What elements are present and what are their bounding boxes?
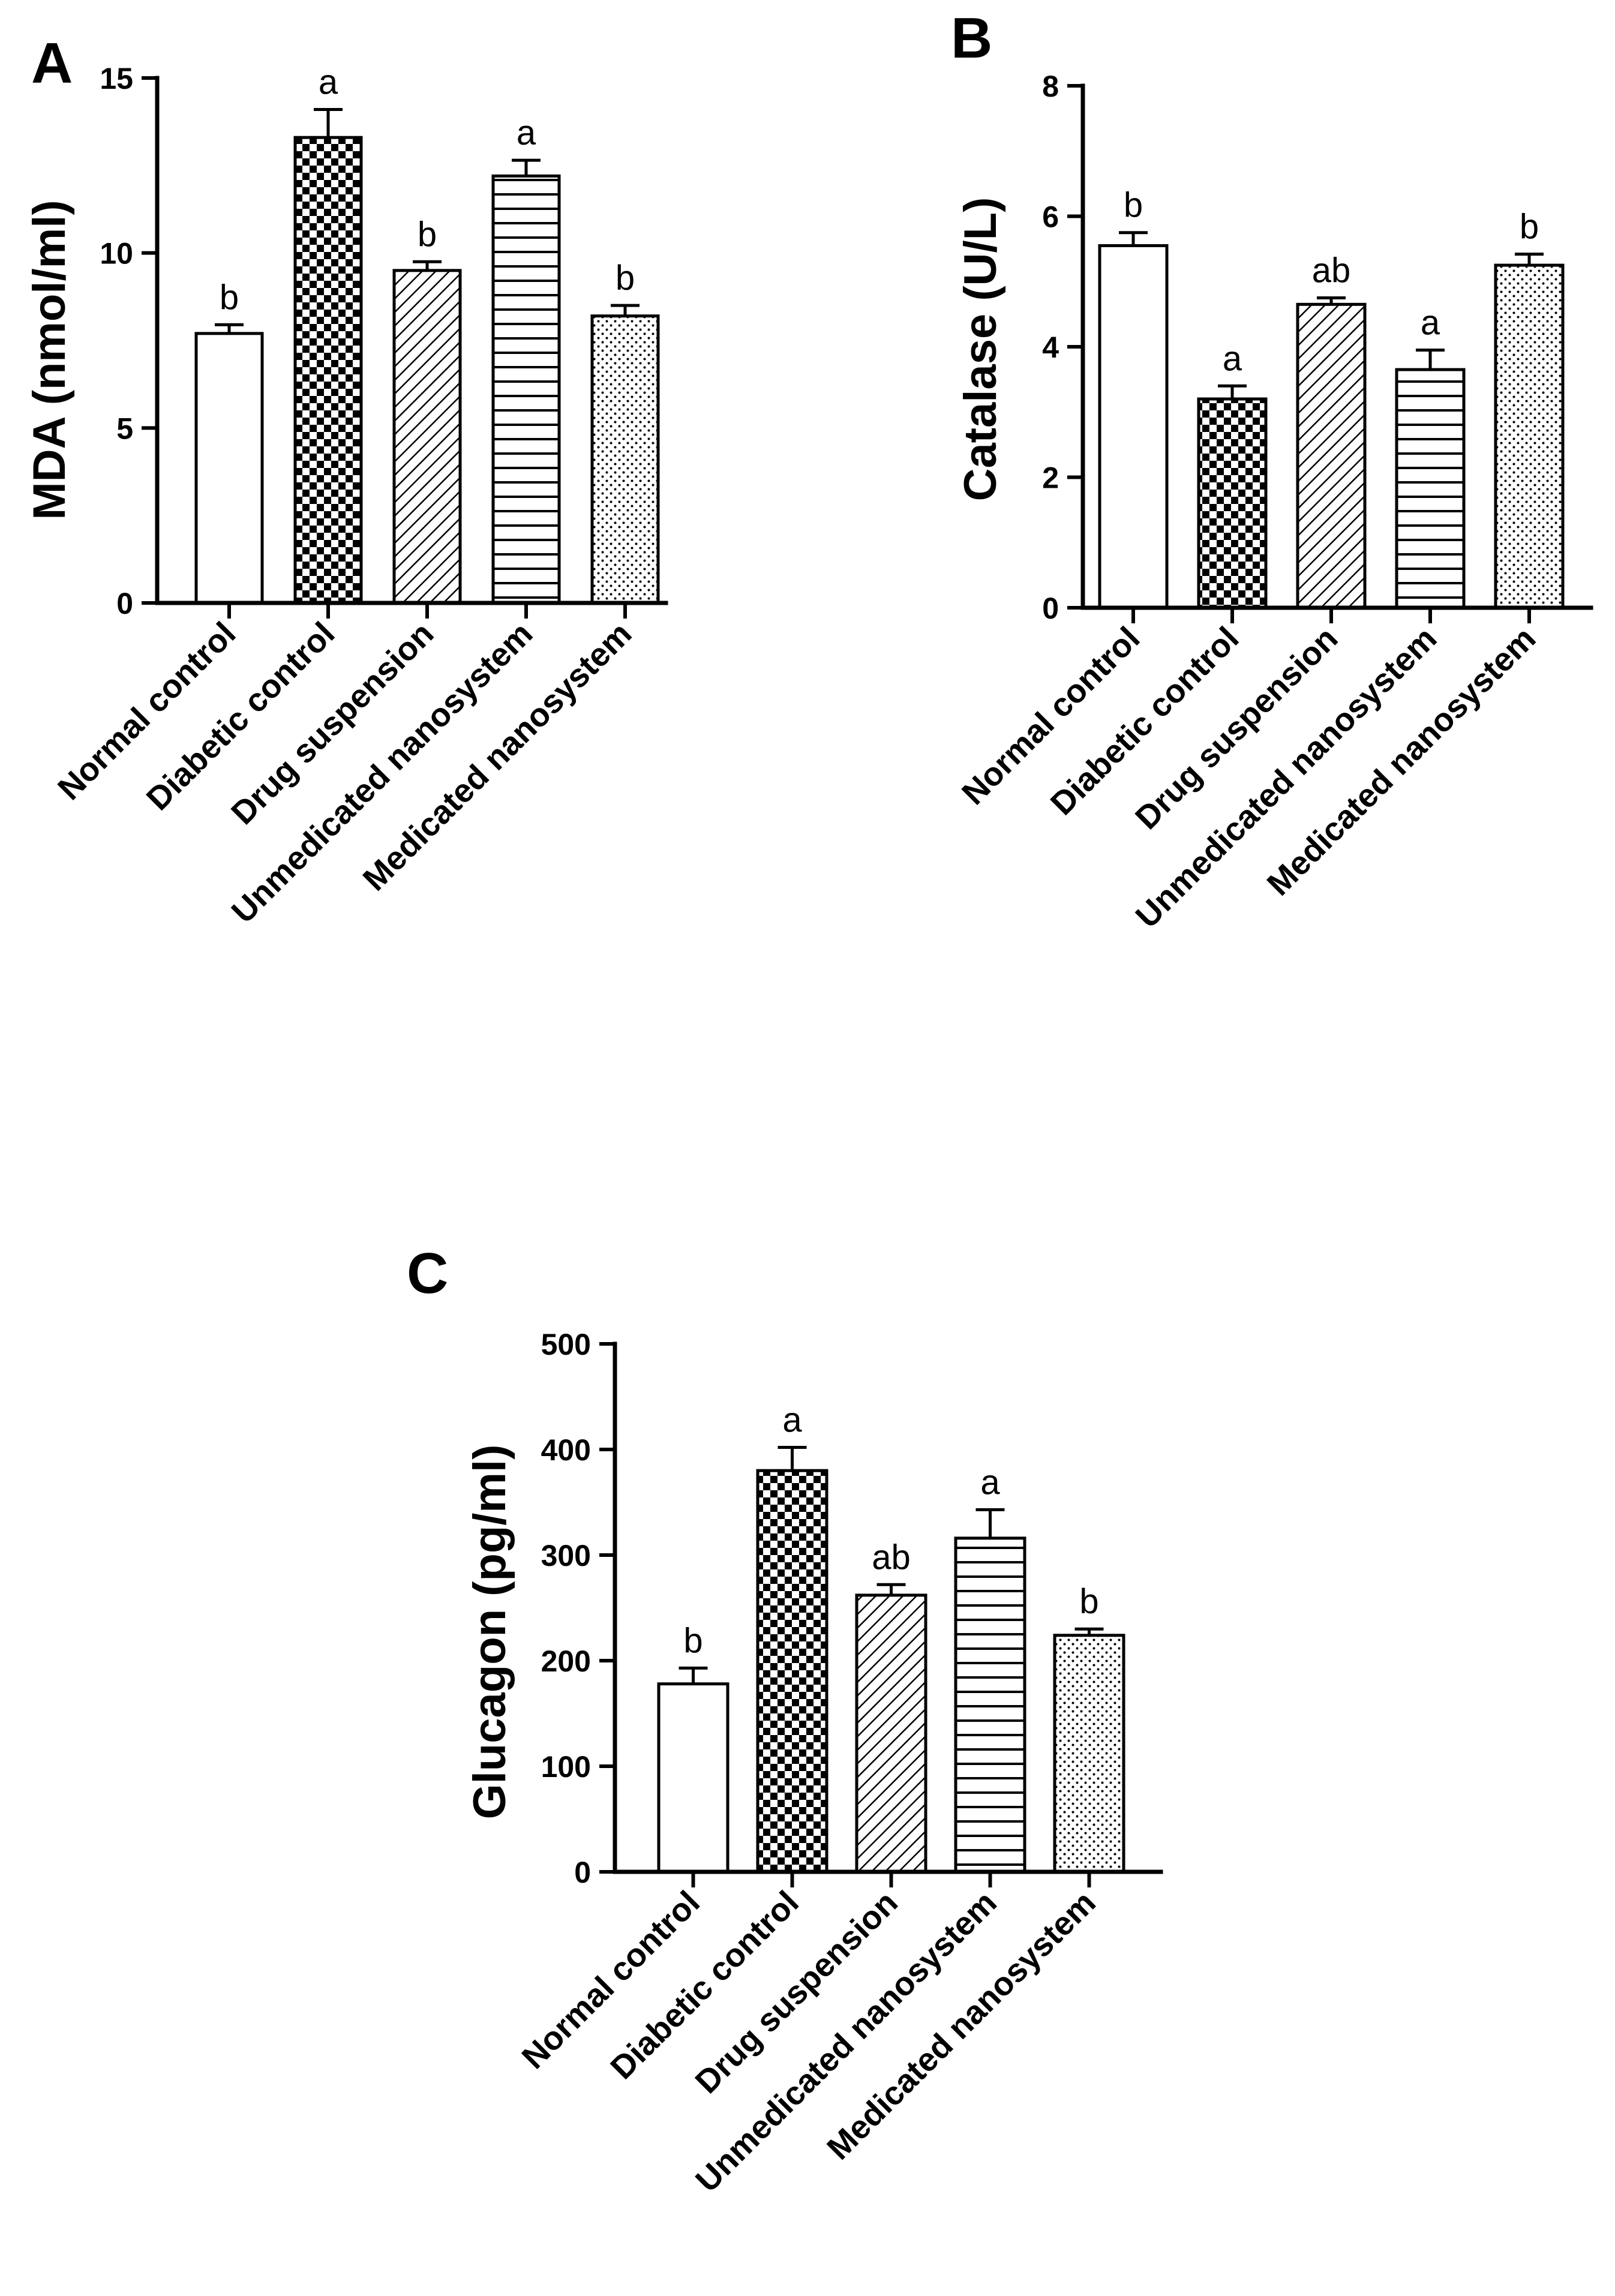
panel-a-bar [590, 314, 660, 605]
panel-a-bar [194, 332, 264, 605]
panel-a-bars: b a b a b [194, 63, 660, 605]
panel-letter-b: B [951, 6, 992, 70]
panel-letter-c: C [407, 1241, 448, 1305]
panel-a-bar [392, 269, 462, 605]
panel-b-y-tick-label: 6 [1042, 200, 1059, 234]
panel-c-y-tick-label: 200 [541, 1644, 591, 1678]
panel-a-bar [293, 136, 363, 605]
panel-c-y-tick-label: 500 [541, 1328, 591, 1361]
panel-b-y-tick-label: 8 [1042, 70, 1059, 103]
panel-c-y-tick-label: 100 [541, 1750, 591, 1784]
panel-a-bar [491, 174, 561, 605]
panel-b-y-ticks: 0 2 4 6 8 [1042, 70, 1083, 625]
panel-a-significance-letter: b [418, 215, 437, 254]
panel-a-significance-letter: a [319, 63, 338, 102]
panel-c-significance-letter: a [782, 1400, 802, 1439]
panel-c-bar [756, 1469, 828, 1874]
panel-a-significance-letter: b [616, 259, 635, 298]
panel-b-significance-letter: ab [1312, 251, 1351, 290]
panel-c-y-ticks: 0 100 200 300 400 500 [541, 1328, 615, 1889]
panel-c-significance-letter: ab [872, 1538, 911, 1577]
panel-b-y-tick-label: 0 [1042, 592, 1059, 625]
panel-b-significance-letter: a [1421, 303, 1440, 342]
panel-b-category-label: Diabetic control [1043, 620, 1246, 823]
panel-b-bar [1494, 263, 1565, 610]
panel-a-y-tick-label: 5 [116, 412, 133, 445]
panel-b-significance-letter: a [1223, 339, 1242, 378]
panel-b-y-tick-label: 4 [1042, 331, 1059, 364]
panel-c-y-tick-label: 0 [574, 1856, 591, 1889]
panel-c-y-tick-label: 400 [541, 1433, 591, 1467]
panel-a-axes [155, 76, 668, 619]
panel-a-category-label: Diabetic control [139, 615, 342, 818]
panel-a-y-tick-label: 10 [100, 237, 133, 271]
panel-letter-a: A [31, 31, 73, 95]
panel-c-bar [1053, 1634, 1125, 1874]
panel-b-bar [1296, 302, 1367, 610]
panel-b-bar [1395, 368, 1466, 610]
panel-c-significance-letter: b [683, 1621, 703, 1660]
panel-b-axes [1080, 83, 1593, 623]
panel-c-bar [855, 1593, 927, 1874]
panel-c-significance-letter: b [1079, 1582, 1098, 1621]
panel-b-bar [1098, 244, 1169, 610]
panel-c-category-label: Normal control [515, 1884, 707, 2076]
panel-a-significance-letter: a [517, 113, 536, 152]
panel-b-y-tick-label: 2 [1042, 461, 1059, 495]
panel-b-category-label: Normal control [954, 620, 1146, 812]
panel-a-category-label: Normal control [50, 615, 242, 807]
panel-a-y-tick-label: 0 [116, 587, 133, 620]
panel-a-y-ticks: 0 5 10 15 [100, 62, 157, 620]
panel-b-bar [1197, 397, 1268, 610]
panel-b-significance-letter: b [1520, 208, 1539, 247]
panel-c-significance-letter: a [980, 1463, 1000, 1502]
panel-a-significance-letter: b [220, 278, 239, 317]
panel-a-y-tick-label: 15 [100, 62, 133, 95]
panel-b-significance-letter: b [1124, 186, 1143, 225]
panel-b-y-axis-title: Catalase (U/L) [955, 197, 1006, 502]
panel-c-axes [613, 1341, 1163, 1887]
panel-a: A MDA (nmol/ml) 0 5 10 15 b a b a b Normal cont… [24, 31, 668, 931]
panel-c-category-label: Diabetic control [603, 1884, 806, 2087]
panel-c-y-tick-label: 300 [541, 1539, 591, 1572]
panel-c-bar [657, 1682, 730, 1874]
panel-c-y-axis-title: Glucagon (pg/ml) [464, 1445, 515, 1820]
panel-a-y-axis-title: MDA (nmol/ml) [24, 200, 75, 520]
panel-c-bar [954, 1536, 1026, 1874]
